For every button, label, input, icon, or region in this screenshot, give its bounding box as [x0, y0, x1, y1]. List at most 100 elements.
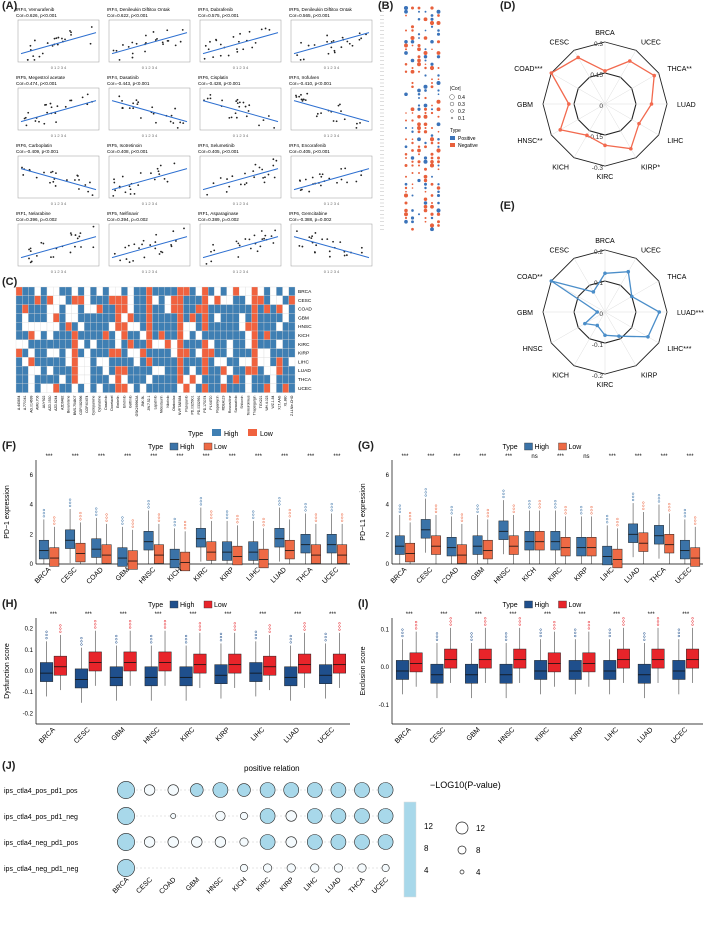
panel-g-outlier	[512, 504, 515, 507]
panel-c-cell	[189, 348, 196, 358]
panel-c-cell	[59, 383, 66, 393]
panel-c-cell	[96, 366, 103, 376]
panel-h-outlier	[45, 630, 48, 633]
panel-d-tick: 0	[599, 103, 603, 110]
panel-a-tick: 0 1 2 3 4	[142, 133, 158, 138]
panel-c-cell	[288, 374, 296, 384]
panel-g-outlier	[683, 515, 687, 518]
panel-c-cell	[102, 330, 110, 340]
panel-a-point	[212, 182, 215, 185]
panel-f-outlier	[252, 516, 255, 519]
panel-c-col-label: A.770041	[23, 395, 27, 410]
panel-h-outlier	[115, 641, 118, 644]
panel-f-sig: ***	[46, 454, 54, 460]
panel-a-fit-line	[293, 100, 370, 123]
panel-a-point	[259, 245, 262, 248]
panel-g-outlier	[642, 504, 645, 507]
panel-a-point	[243, 183, 246, 186]
panel-b-dot	[437, 89, 440, 92]
panel-c-cell	[288, 322, 296, 332]
panel-c-cell	[28, 295, 35, 305]
panel-i-outlier	[643, 635, 646, 638]
panel-a-point	[122, 44, 124, 46]
panel-c-cell	[239, 295, 246, 305]
panel-a-point	[49, 102, 52, 105]
panel-c-cell	[133, 322, 141, 332]
panel-g-outlier	[683, 508, 687, 512]
panel-g-outlier	[538, 503, 541, 506]
panel-f-outlier	[252, 513, 255, 516]
panel-c-cell	[208, 304, 215, 314]
panel-a-point	[332, 120, 335, 122]
panel-b-dot	[430, 126, 434, 130]
panel-b-dot	[417, 17, 421, 21]
panel-c-cell	[34, 286, 41, 296]
panel-b-dot	[430, 194, 434, 197]
panel-i-outlier	[608, 628, 611, 631]
panel-c-cell	[263, 366, 271, 376]
panel-c-cell	[251, 322, 258, 332]
panel-b-dot	[424, 96, 427, 100]
panel-f-outlier	[183, 527, 187, 530]
panel-a-point	[131, 56, 134, 59]
panel-b-type-key	[450, 136, 455, 140]
panel-c-cell	[245, 366, 252, 376]
panel-b-dot	[417, 43, 421, 48]
panel-f-outlier	[340, 513, 344, 516]
panel-c-cell	[220, 357, 227, 367]
panel-c-cell	[121, 348, 128, 358]
panel-f-box	[337, 544, 348, 564]
panel-g-sig: ***	[505, 454, 513, 460]
panel-f-outlier	[278, 503, 281, 506]
panel-c-cell	[40, 366, 48, 376]
panel-a-title: IRF5, Isotretinoin	[107, 143, 142, 148]
panel-c-cell	[177, 286, 184, 296]
panel-f-outlier	[173, 517, 176, 521]
panel-c-cell	[270, 295, 277, 305]
panel-i-outlier	[504, 635, 508, 638]
panel-f-outlier	[199, 500, 203, 503]
panel-c-cell	[232, 366, 240, 376]
panel-a-point	[161, 251, 164, 254]
panel-g-outlier	[450, 509, 453, 512]
panel-c-cell	[15, 383, 23, 393]
panel-c-cell	[158, 286, 165, 296]
panel-h-outlier	[303, 625, 306, 628]
panel-d-spoke	[573, 103, 606, 158]
panel-a-tick: 0 1 2 3 4	[233, 65, 249, 70]
panel-a-point	[263, 181, 266, 184]
panel-c-cell	[214, 322, 221, 332]
panel-b-dot	[424, 190, 427, 193]
panel-g-outlier	[590, 509, 593, 512]
panel-h-legend-label: Low	[214, 602, 228, 609]
panel-g-box	[602, 545, 613, 566]
panel-i-outlier	[622, 617, 625, 620]
panel-a-tick: 0 1 2 3 4	[142, 65, 158, 70]
panel-j-bubble	[285, 810, 297, 822]
panel-a-point	[129, 193, 132, 195]
panel-c-cell	[46, 286, 54, 296]
panel-d-spoke	[573, 50, 606, 105]
panel-a-point	[260, 28, 263, 31]
panel-i-outlier	[691, 623, 694, 626]
panel-i-outlier	[449, 623, 452, 626]
panel-c-cell	[232, 357, 240, 367]
panel-c-cell	[115, 348, 122, 358]
panel-b-dot	[437, 130, 440, 133]
panel-j-bubble	[286, 863, 296, 873]
panel-a-point	[121, 175, 124, 178]
panel-f-sig: ***	[333, 454, 341, 460]
panel-e-axis-label: COAD**	[517, 274, 543, 281]
panel-g-outlier	[486, 508, 489, 512]
panel-c-cell	[71, 357, 79, 367]
panel-a-point	[343, 254, 346, 257]
panel-a-title: IRF4, Selumetinib	[198, 143, 235, 148]
panel-a-point	[328, 177, 331, 180]
panel-i-x-tick: LUAD	[636, 726, 654, 744]
panel-a-title: IRF5, Nelfinavir	[107, 211, 139, 216]
panel-f-outlier	[147, 503, 150, 506]
panel-h-outlier	[115, 638, 118, 641]
panel-e-axis-label: CESC	[550, 248, 569, 255]
panel-h-x-tick: KIRC	[180, 726, 197, 743]
panel-a-point	[236, 102, 239, 105]
